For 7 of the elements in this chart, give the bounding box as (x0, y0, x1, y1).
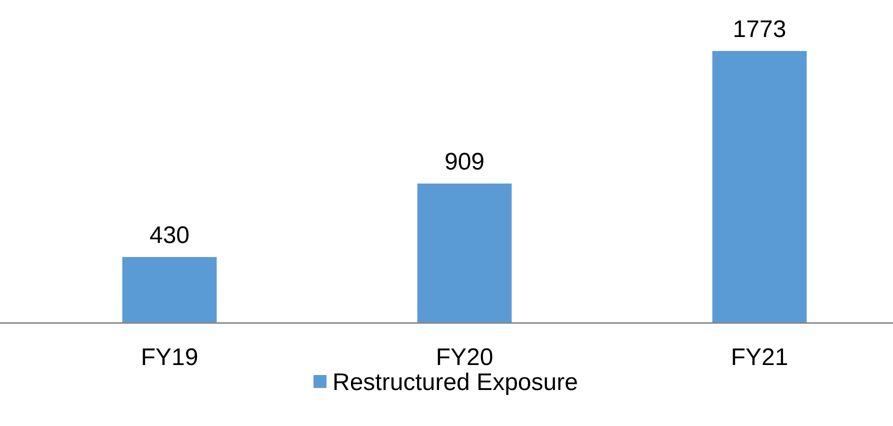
data-label: 430 (149, 222, 190, 250)
x-tick-label: FY21 (730, 344, 788, 371)
legend-label: Restructured Exposure (332, 369, 578, 396)
data-label: 909 (444, 148, 485, 176)
x-tick-label: FY20 (436, 344, 494, 371)
data-label: 1773 (732, 16, 786, 43)
x-tick-label: FY19 (140, 344, 198, 371)
